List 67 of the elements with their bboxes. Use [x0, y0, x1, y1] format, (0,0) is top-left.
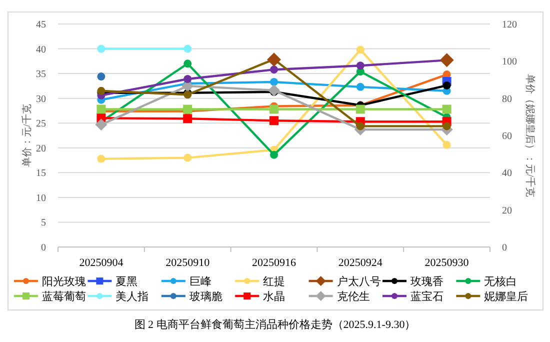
legend-label: 水晶: [263, 290, 286, 303]
legend-label: 巨峰: [189, 276, 212, 288]
y-tick-label: 15: [36, 168, 46, 180]
point: [356, 62, 364, 70]
legend-label: 夏黑: [116, 276, 138, 288]
legend-label: 克伦生: [336, 290, 370, 303]
point: [442, 104, 452, 114]
point: [184, 44, 192, 53]
point: [356, 122, 364, 130]
y-tick-label: 45: [36, 20, 46, 30]
legend-label: 红提: [263, 276, 286, 288]
y2-tick-label: 120: [502, 20, 517, 30]
x-tick-label: 20250910: [166, 257, 210, 269]
point: [270, 78, 278, 86]
point: [97, 154, 106, 163]
y2-tick-label: 80: [502, 94, 512, 105]
y-tick-label: 35: [36, 69, 46, 80]
x-tick-label: 20250924: [338, 257, 383, 269]
point: [442, 81, 451, 90]
legend-label: 无核白: [484, 274, 518, 288]
y2-tick-label: 20: [502, 205, 512, 216]
y-axis-title: 单价：元/千克: [21, 104, 33, 167]
y2-tick-label: 0: [502, 242, 507, 254]
y2-axis-title: 单价（妮娜皇后）：元/千克: [524, 74, 536, 197]
point: [442, 122, 451, 130]
legend-label: 户太八号: [336, 274, 381, 288]
point: [97, 44, 106, 53]
text: 图 2 电商平台鲜食葡萄主消品种价格走势（2025.9.1-9.30）: [134, 318, 416, 331]
x-tick-label: 20250930: [424, 257, 470, 269]
point: [267, 52, 281, 67]
x-tick-label: 20250916: [252, 257, 296, 269]
y2-tick-label: 100: [502, 56, 517, 68]
point: [184, 154, 192, 162]
point: [356, 82, 364, 91]
y-tick-label: 40: [36, 44, 46, 56]
y-tick-label: 25: [36, 118, 46, 130]
point: [440, 53, 454, 68]
legend-label: 阳光玫瑰: [42, 274, 86, 288]
legend-label: 蓝宝石: [410, 290, 444, 303]
point: [268, 84, 280, 96]
y-tick-label: 20: [36, 143, 46, 154]
legend-label: 妮娜皇后: [484, 290, 528, 303]
legend-label: 玻璃脆: [189, 290, 222, 303]
y-tick-label: 10: [36, 192, 46, 204]
point: [184, 60, 192, 68]
point: [183, 114, 192, 124]
point: [183, 104, 192, 114]
y-tick-label: 30: [36, 94, 46, 105]
legend-label: 蓝莓葡萄: [42, 290, 86, 303]
point: [95, 118, 108, 131]
x-tick-label: 20250904: [79, 257, 124, 269]
point: [97, 72, 106, 81]
y-tick-label: 5: [41, 218, 46, 229]
point: [270, 104, 278, 114]
legend-label: 美人指: [116, 290, 149, 303]
y-tick-label: 0: [41, 242, 46, 254]
point: [270, 116, 278, 126]
point: [270, 150, 278, 159]
y2-tick-label: 40: [502, 168, 512, 180]
point: [356, 46, 364, 54]
legend-label: 玫瑰香: [410, 274, 444, 288]
y2-tick-label: 60: [502, 131, 512, 142]
point: [96, 104, 106, 114]
point: [270, 66, 278, 74]
point: [356, 104, 365, 114]
point: [184, 75, 192, 84]
point: [442, 140, 451, 149]
